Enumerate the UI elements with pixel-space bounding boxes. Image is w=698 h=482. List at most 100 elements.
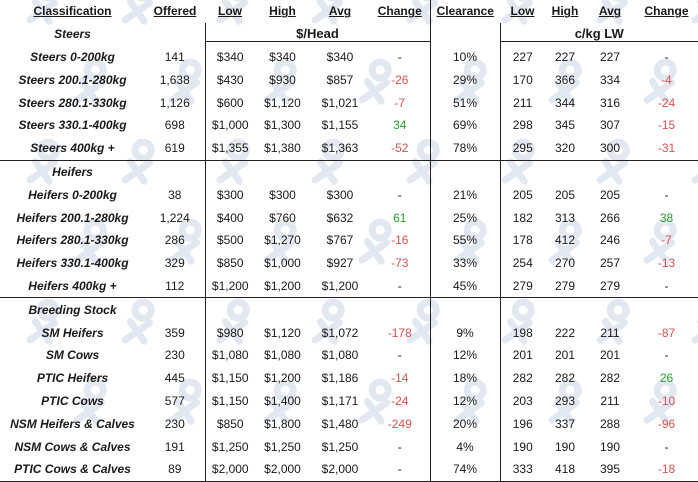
high-lw-cell: 279: [545, 275, 585, 298]
high-head-cell: $1,300: [255, 114, 310, 137]
avg-head-cell: $1,250: [310, 435, 370, 458]
section-row: Breeding Stock: [0, 298, 698, 321]
high-head-cell: $340: [255, 46, 310, 69]
empty-cell: [370, 160, 430, 183]
classification-cell: PTIC Cows & Calves: [0, 458, 145, 481]
offered-cell: 698: [145, 114, 205, 137]
classification-cell: Steers 0-200kg: [0, 46, 145, 69]
avg-head-cell: $1,021: [310, 91, 370, 114]
low-head-cell: $300: [205, 183, 255, 206]
low-lw-cell: 227: [500, 46, 545, 69]
clearance-cell: 18%: [430, 367, 500, 390]
low-lw-cell: 254: [500, 252, 545, 275]
change-lw-cell: 26: [635, 367, 698, 390]
clearance-cell: 10%: [430, 46, 500, 69]
change-lw-cell: -31: [635, 137, 698, 160]
low-head-cell: $400: [205, 206, 255, 229]
clearance-cell: 55%: [430, 229, 500, 252]
change-head-cell: 34: [370, 114, 430, 137]
empty-cell: [310, 298, 370, 321]
low-head-cell: $340: [205, 46, 255, 69]
avg-head-cell: $1,200: [310, 275, 370, 298]
low-head-cell: $850: [205, 412, 255, 435]
change-head-cell: -14: [370, 367, 430, 390]
clearance-cell: 25%: [430, 206, 500, 229]
classification-cell: PTIC Cows: [0, 390, 145, 413]
low-head-cell: $980: [205, 321, 255, 344]
unit-lw-text: c/kg LW: [501, 26, 698, 42]
clearance-cell: 21%: [430, 183, 500, 206]
change-lw-cell: -10: [635, 390, 698, 413]
empty-cell: [370, 298, 430, 321]
classification-cell: Heifers 0-200kg: [0, 183, 145, 206]
high-lw-cell: 270: [545, 252, 585, 275]
column-header: Low: [205, 0, 255, 23]
low-lw-cell: 201: [500, 344, 545, 367]
low-head-cell: $1,355: [205, 137, 255, 160]
change-lw-cell: -: [635, 275, 698, 298]
change-lw-cell: -18: [635, 458, 698, 481]
high-lw-cell: 344: [545, 91, 585, 114]
classification-cell: SM Heifers: [0, 321, 145, 344]
offered-cell: 38: [145, 183, 205, 206]
offered-cell: 112: [145, 275, 205, 298]
column-header: Low: [500, 0, 545, 23]
avg-lw-cell: 246: [585, 229, 635, 252]
clearance-cell: 78%: [430, 137, 500, 160]
table-row: Heifers 400kg +112$1,200$1,200$1,200-45%…: [0, 275, 698, 298]
high-lw-cell: 418: [545, 458, 585, 481]
low-lw-cell: 203: [500, 390, 545, 413]
section-row: Heifers: [0, 160, 698, 183]
classification-cell: Heifers 330.1-400kg: [0, 252, 145, 275]
classification-cell: PTIC Heifers: [0, 367, 145, 390]
offered-cell: 286: [145, 229, 205, 252]
high-head-cell: $2,000: [255, 458, 310, 481]
offered-cell: 619: [145, 137, 205, 160]
high-head-cell: $1,250: [255, 435, 310, 458]
change-lw-cell: -87: [635, 321, 698, 344]
column-header: Change: [370, 0, 430, 23]
avg-head-cell: $767: [310, 229, 370, 252]
empty-cell: [310, 160, 370, 183]
change-head-cell: -16: [370, 229, 430, 252]
change-head-cell: -73: [370, 252, 430, 275]
high-head-cell: $1,000: [255, 252, 310, 275]
unit-head-label: $/Head: [205, 23, 430, 46]
clearance-cell: 69%: [430, 114, 500, 137]
low-head-cell: $600: [205, 91, 255, 114]
low-lw-cell: 190: [500, 435, 545, 458]
low-lw-cell: 205: [500, 183, 545, 206]
high-lw-cell: 222: [545, 321, 585, 344]
column-header: Classification: [0, 0, 145, 23]
empty-cell: [635, 298, 698, 321]
classification-cell: NSM Cows & Calves: [0, 435, 145, 458]
avg-head-cell: $300: [310, 183, 370, 206]
classification-cell: SM Cows: [0, 344, 145, 367]
avg-lw-cell: 300: [585, 137, 635, 160]
column-header: Avg: [585, 0, 635, 23]
empty-cell: [145, 23, 205, 46]
avg-head-cell: $857: [310, 68, 370, 91]
empty-cell: [430, 23, 500, 46]
low-lw-cell: 295: [500, 137, 545, 160]
offered-cell: 359: [145, 321, 205, 344]
clearance-cell: 45%: [430, 275, 500, 298]
low-head-cell: $430: [205, 68, 255, 91]
change-head-cell: -52: [370, 137, 430, 160]
avg-head-cell: $340: [310, 46, 370, 69]
high-head-cell: $1,380: [255, 137, 310, 160]
high-head-cell: $1,200: [255, 367, 310, 390]
high-lw-cell: 227: [545, 46, 585, 69]
low-lw-cell: 298: [500, 114, 545, 137]
empty-cell: [430, 298, 500, 321]
low-head-cell: $2,000: [205, 458, 255, 481]
empty-cell: [430, 160, 500, 183]
